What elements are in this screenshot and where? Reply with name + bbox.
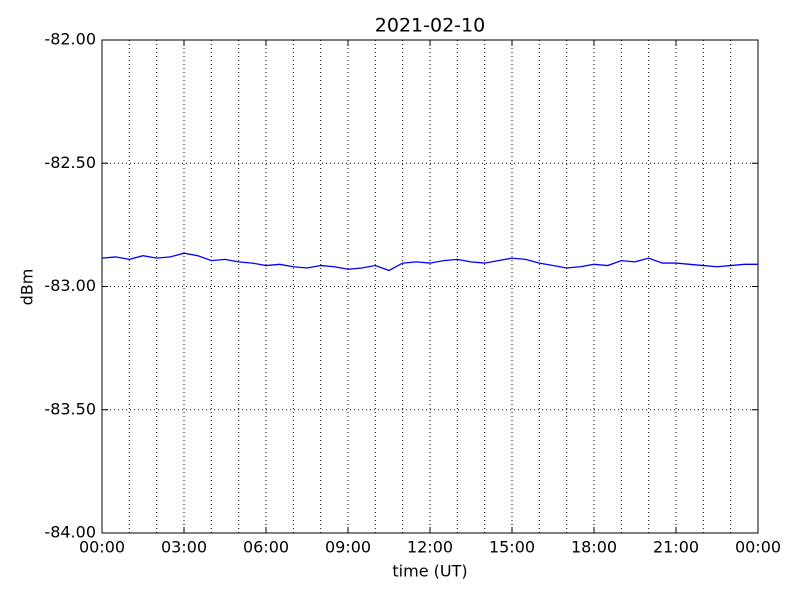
x-tick-label: 12:00 [407, 538, 453, 557]
chart-title: 2021-02-10 [375, 15, 485, 37]
y-axis-label: dBm [18, 269, 37, 306]
x-tick-label: 21:00 [653, 538, 699, 557]
x-axis-label: time (UT) [392, 562, 467, 581]
y-tick-label: -82.50 [44, 153, 96, 172]
plot-area: -84.00 -83.50 -83.00 -82.50 -82.00 00:00 03:00… [44, 30, 781, 557]
y-tick-label: -83.00 [44, 276, 96, 295]
plot-frame [101, 39, 759, 534]
x-tick-label: 00:00 [735, 538, 781, 557]
data-line [101, 252, 758, 272]
y-tick-label: -83.50 [44, 399, 96, 418]
x-tick-label: 15:00 [489, 538, 535, 557]
x-tick-label: 00:00 [79, 538, 125, 557]
y-tick-label: -82.00 [44, 30, 96, 49]
x-tick-label: 09:00 [325, 538, 371, 557]
x-tick-label: 03:00 [161, 538, 207, 557]
x-tick-label: 06:00 [243, 538, 289, 557]
x-tick-label: 18:00 [571, 538, 617, 557]
y-tick-label: -84.00 [44, 523, 96, 542]
